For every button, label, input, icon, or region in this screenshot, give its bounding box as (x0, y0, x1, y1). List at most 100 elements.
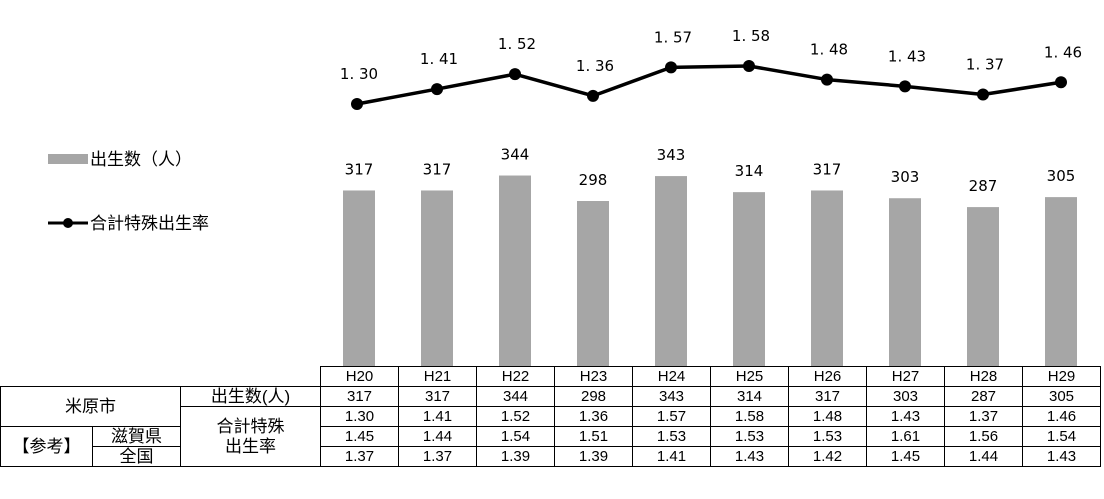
rate-point (743, 60, 755, 72)
births-cell: 317 (788, 386, 867, 407)
bar (577, 200, 609, 366)
shiga-rate-cell: 1.53 (632, 426, 711, 447)
bar-value-label: 317 (345, 160, 374, 178)
national-rate-cell: 1.43 (1022, 446, 1101, 467)
bar-value-label: 303 (891, 168, 920, 186)
rate-point (431, 83, 443, 96)
rate-value-labels: 1. 30 1. 41 1. 52 1. 36 1. 57 1. 58 1. 48 1. 43… (340, 27, 1082, 83)
shiga-rate-cell: 1.53 (788, 426, 867, 447)
legend-bar-swatch (48, 154, 88, 164)
city-rate-cell: 1.46 (1022, 406, 1101, 427)
legend-rate-label: 合計特殊出生率 (90, 214, 209, 234)
rate-point (1055, 76, 1067, 89)
births-cell: 298 (554, 386, 633, 407)
births-row-label: 出生数(人) (180, 386, 321, 407)
bar-value-label: 298 (579, 171, 608, 189)
national-rate-cell: 1.41 (632, 446, 711, 467)
rate-row-label-cell: 合計特殊 出生率 (180, 406, 321, 467)
city-rate-cell: 1.58 (710, 406, 789, 427)
births-cell: 317 (320, 386, 399, 407)
national-rate-cell: 1.39 (476, 446, 555, 467)
shiga-rate-cell: 1.54 (476, 426, 555, 447)
births-row: 米原市 出生数(人) 317 317 344 298 343 314 317 3… (0, 386, 1101, 427)
national-rate-cell: 1.45 (866, 446, 945, 467)
births-cell: 305 (1022, 386, 1101, 407)
year-cell: H21 (398, 366, 477, 387)
national-rate-cell: 1.43 (710, 446, 789, 467)
bar-value-label: 314 (735, 162, 764, 180)
rate-line-series (351, 60, 1067, 110)
year-cell: H20 (320, 366, 399, 387)
national-label: 全国 (92, 446, 181, 467)
rate-point (899, 80, 911, 93)
bar (499, 175, 531, 366)
national-rate-cell: 1.39 (554, 446, 633, 467)
bar-value-label: 317 (423, 160, 452, 178)
shiga-rate-row: 【参考】 滋賀県 1.45 1.44 1.54 1.51 1.53 1.53 1… (0, 426, 1101, 467)
city-rate-row: 合計特殊 出生率 1.30 1.41 1.52 1.36 1.57 1.58 1… (1, 406, 1101, 467)
city-rate-cell: 1.57 (632, 406, 711, 427)
shiga-rate-cell: 1.45 (320, 426, 399, 447)
combo-chart: 出生数（人） 合計特殊出生率 317 317 344 298 343 314 317 303 2… (48, 27, 1082, 366)
rate-point (977, 88, 989, 101)
rate-value-label: 1. 57 (654, 28, 692, 46)
shiga-rate-cell: 1.53 (710, 426, 789, 447)
bar-value-labels: 317 317 344 298 343 314 317 303 287 305 (345, 146, 1076, 196)
births-cell: 303 (866, 386, 945, 407)
national-rate-row: 全国 1.37 1.37 1.39 1.39 1.41 1.43 1.42 1.… (1, 446, 1101, 467)
year-cell: H27 (866, 366, 945, 387)
bar-value-label: 344 (501, 146, 530, 164)
shiga-rate-cell: 1.56 (944, 426, 1023, 447)
city-rate-cell: 1.37 (944, 406, 1023, 427)
rate-row-label-line1: 合計特殊 (216, 416, 285, 436)
legend-births-label: 出生数（人） (90, 150, 192, 170)
shiga-rate-cell: 1.54 (1022, 426, 1101, 447)
national-rate-cell: 1.37 (398, 446, 477, 467)
year-cell: H29 (1022, 366, 1101, 387)
reference-label: 【参考】 (0, 426, 93, 467)
births-cell: 314 (710, 386, 789, 407)
year-cell: H24 (632, 366, 711, 387)
rate-point (587, 89, 599, 102)
bar (967, 207, 999, 366)
births-cell: 287 (944, 386, 1023, 407)
year-cell: H26 (788, 366, 867, 387)
national-rate-cell: 1.44 (944, 446, 1023, 467)
rate-value-label: 1. 46 (1044, 43, 1082, 61)
rate-value-label: 1. 48 (810, 41, 848, 59)
national-rate-cell: 1.42 (788, 446, 867, 467)
shiga-rate-cell: 1.51 (554, 426, 633, 447)
rate-value-label: 1. 30 (340, 65, 378, 83)
bar-value-label: 343 (657, 146, 686, 164)
bar-value-label: 305 (1047, 167, 1076, 185)
rate-point (665, 61, 677, 74)
rate-value-label: 1. 36 (576, 57, 614, 75)
rate-value-label: 1. 52 (498, 35, 536, 53)
rate-value-label: 1. 58 (732, 27, 770, 45)
rate-value-label: 1. 37 (966, 56, 1004, 74)
bar (733, 192, 765, 366)
births-cell: 344 (476, 386, 555, 407)
national-rate-cell: 1.37 (320, 446, 399, 467)
city-rate-cell: 1.52 (476, 406, 555, 427)
shiga-rate-cell: 1.44 (398, 426, 477, 447)
city-rate-cell: 1.48 (788, 406, 867, 427)
year-cell: H28 (944, 366, 1023, 387)
year-cell: H22 (476, 366, 555, 387)
rate-value-label: 1. 41 (420, 50, 458, 68)
city-rate-cell: 1.30 (320, 406, 399, 427)
rate-line (356, 64, 1062, 106)
bar (1045, 197, 1077, 366)
bar (889, 198, 921, 366)
bar-value-label: 317 (813, 160, 842, 178)
rate-point (821, 73, 833, 86)
city-rate-cell: 1.41 (398, 406, 477, 427)
legend-line-marker (63, 218, 73, 228)
legend: 出生数（人） 合計特殊出生率 (48, 150, 209, 234)
births-cell: 343 (632, 386, 711, 407)
city-rate-cell: 1.43 (866, 406, 945, 427)
rate-point (351, 98, 363, 110)
bar-series (343, 175, 1077, 366)
city-name-cell: 米原市 (0, 386, 181, 427)
bar (811, 190, 843, 366)
